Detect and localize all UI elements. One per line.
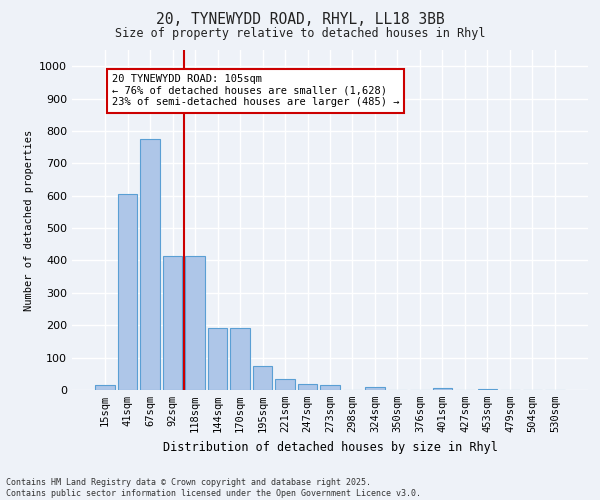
Bar bbox=[185, 256, 205, 390]
Text: 20, TYNEWYDD ROAD, RHYL, LL18 3BB: 20, TYNEWYDD ROAD, RHYL, LL18 3BB bbox=[155, 12, 445, 28]
Bar bbox=[365, 387, 385, 390]
Bar bbox=[95, 385, 115, 390]
Bar bbox=[253, 366, 272, 390]
Text: Size of property relative to detached houses in Rhyl: Size of property relative to detached ho… bbox=[115, 28, 485, 40]
X-axis label: Distribution of detached houses by size in Rhyl: Distribution of detached houses by size … bbox=[163, 440, 497, 454]
Text: Contains HM Land Registry data © Crown copyright and database right 2025.
Contai: Contains HM Land Registry data © Crown c… bbox=[6, 478, 421, 498]
Text: 20 TYNEWYDD ROAD: 105sqm
← 76% of detached houses are smaller (1,628)
23% of sem: 20 TYNEWYDD ROAD: 105sqm ← 76% of detach… bbox=[112, 74, 399, 108]
Bar bbox=[118, 194, 137, 390]
Bar bbox=[230, 328, 250, 390]
Bar bbox=[208, 328, 227, 390]
Bar bbox=[275, 378, 295, 390]
Bar bbox=[320, 385, 340, 390]
Y-axis label: Number of detached properties: Number of detached properties bbox=[23, 130, 34, 310]
Bar bbox=[163, 256, 182, 390]
Bar bbox=[433, 388, 452, 390]
Bar bbox=[298, 384, 317, 390]
Bar bbox=[140, 139, 160, 390]
